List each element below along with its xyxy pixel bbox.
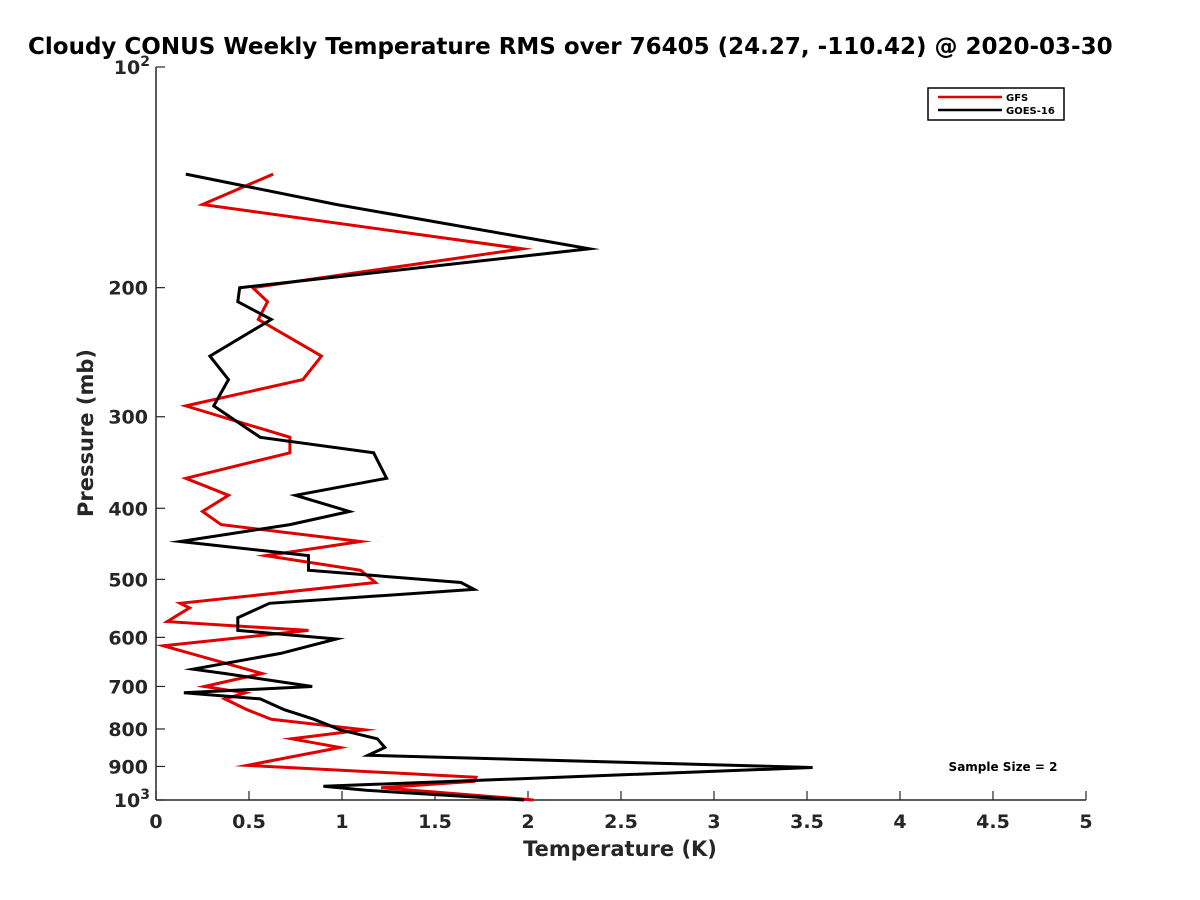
y-tick-label: 400 bbox=[108, 498, 148, 520]
legend-label: GFS bbox=[1006, 93, 1028, 104]
chart-title: Cloudy CONUS Weekly Temperature RMS over… bbox=[28, 34, 1113, 60]
x-tick-label: 3.5 bbox=[790, 811, 824, 833]
x-tick-label: 2 bbox=[521, 811, 534, 833]
legend-label: GOES-16 bbox=[1006, 106, 1055, 117]
y-tick-label: 102 bbox=[114, 54, 150, 79]
legend-box bbox=[927, 87, 1065, 121]
series-line-gfs bbox=[155, 172, 534, 802]
y-tick-label: 300 bbox=[108, 407, 148, 429]
x-axis-ticks: 0 0.5 1 1.5 2 2.5 3 3.5 4 4.5 5 bbox=[149, 791, 1093, 833]
y-tick-label: 800 bbox=[108, 719, 148, 741]
y-tick-label: 600 bbox=[108, 627, 148, 649]
x-tick-label: 0.5 bbox=[232, 811, 266, 833]
series-line-goes-16 bbox=[168, 172, 813, 802]
legend: GFS GOES-16 bbox=[927, 87, 1065, 121]
sample-size-annotation: Sample Size = 2 bbox=[949, 760, 1058, 774]
series-layer bbox=[155, 172, 813, 802]
x-tick-label: 3 bbox=[707, 811, 720, 833]
x-tick-label: 4.5 bbox=[976, 811, 1010, 833]
y-tick-label: 200 bbox=[108, 278, 148, 300]
x-tick-label: 2.5 bbox=[604, 811, 638, 833]
y-axis-ticks: 102 200 300 400 500 600 700 800 900 103 bbox=[108, 54, 165, 812]
x-tick-label: 4 bbox=[893, 811, 906, 833]
y-axis-label: Pressure (mb) bbox=[74, 349, 98, 517]
y-tick-label: 900 bbox=[108, 756, 148, 778]
x-tick-label: 1.5 bbox=[418, 811, 452, 833]
x-axis-label: Temperature (K) bbox=[523, 837, 717, 861]
x-tick-label: 0 bbox=[149, 811, 162, 833]
y-tick-label: 700 bbox=[108, 676, 148, 698]
y-tick-label: 103 bbox=[114, 787, 150, 812]
y-tick-label: 500 bbox=[108, 569, 148, 591]
x-tick-label: 5 bbox=[1079, 811, 1092, 833]
plot-frame bbox=[155, 67, 1086, 801]
x-tick-label: 1 bbox=[335, 811, 348, 833]
